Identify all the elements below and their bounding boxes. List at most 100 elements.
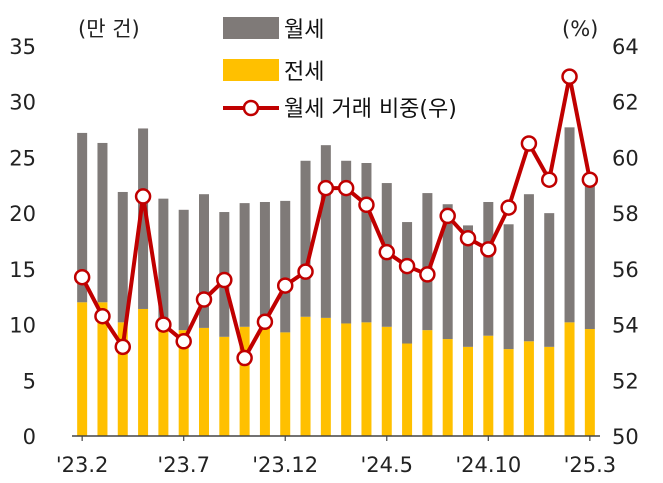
point-rent-share-3 (134, 188, 152, 205)
legend-swatch-monthly-rent (223, 17, 279, 39)
point-rent-share-0 (73, 268, 91, 286)
bar-jeonse-9 (259, 326, 270, 436)
bar-monthly-rent-13 (341, 160, 352, 324)
bar-monthly-rent-14 (361, 163, 372, 323)
point-rent-share-1 (94, 307, 111, 325)
bar-jeonse-7 (219, 336, 230, 436)
bar-jeonse-1 (97, 302, 108, 436)
point-rent-share-24 (561, 68, 578, 85)
bar-jeonse-11 (300, 316, 311, 436)
bar-jeonse-6 (199, 327, 209, 436)
point-rent-share-6 (195, 291, 213, 308)
x-tick-label: '25.3 (564, 453, 617, 477)
bar-monthly-rent-11 (300, 160, 311, 317)
right-tick-label: 50 (612, 425, 639, 449)
point-rent-share-5 (175, 333, 192, 350)
bar-jeonse-12 (320, 317, 331, 436)
ticks-layer: 0 5 10 15 20 25 30 35 50 52 54 56 58 60 62 64 '23.2 '23.7… (9, 35, 638, 477)
legend-item-rent-share: 월세 거래 비중(우) (223, 97, 457, 122)
bar-jeonse-10 (280, 332, 291, 436)
bar-monthly-rent-16 (402, 222, 413, 344)
right-tick-label: 52 (612, 369, 639, 393)
legend: 월세 전세 월세 거래 비중(우) (223, 17, 457, 122)
bar-jeonse-16 (402, 343, 413, 436)
left-tick-label: 0 (23, 425, 36, 449)
right-tick-label: 54 (612, 314, 639, 338)
left-axis-unit-label: (만 건) (78, 17, 140, 41)
bar-jeonse-22 (523, 341, 534, 436)
right-axis-unit-label: (%) (562, 17, 598, 41)
bar-monthly-rent-10 (280, 200, 291, 333)
bar-jeonse-8 (239, 326, 250, 436)
bar-monthly-rent-24 (564, 127, 575, 323)
x-tick-label: '24.10 (455, 453, 521, 477)
point-rent-share-21 (500, 199, 517, 216)
x-tick-label: '23.2 (56, 453, 109, 477)
axes-layer (72, 435, 600, 441)
bar-monthly-rent-18 (442, 204, 453, 340)
left-tick-label: 20 (9, 202, 36, 226)
point-rent-share-7 (216, 271, 233, 289)
bar-monthly-rent-4 (158, 198, 169, 331)
bar-jeonse-4 (158, 330, 169, 436)
point-rent-share-2 (114, 338, 132, 356)
bar-monthly-rent-6 (199, 194, 209, 328)
bar-monthly-rent-25 (584, 177, 595, 330)
right-tick-label: 64 (612, 35, 639, 59)
right-tick-label: 60 (612, 146, 639, 170)
legend-marker-rent-share (242, 99, 260, 117)
bar-jeonse-3 (138, 308, 149, 436)
right-tick-label: 56 (612, 258, 639, 282)
bar-monthly-rent-23 (544, 213, 555, 347)
legend-label-monthly-rent: 월세 (284, 18, 324, 43)
point-rent-share-17 (419, 266, 436, 283)
point-rent-share-4 (155, 316, 172, 333)
left-tick-label: 25 (9, 146, 36, 170)
point-rent-share-22 (520, 135, 538, 152)
bar-monthly-rent-0 (77, 132, 88, 303)
left-tick-label: 30 (9, 91, 36, 115)
point-rent-share-14 (358, 196, 375, 214)
right-tick-label: 62 (612, 91, 639, 115)
x-tick-label: '23.7 (157, 453, 210, 477)
bar-monthly-rent-17 (422, 193, 433, 331)
point-rent-share-11 (297, 263, 314, 280)
point-rent-share-19 (459, 229, 477, 247)
line-layer (73, 68, 599, 367)
bar-jeonse-14 (361, 322, 372, 436)
bar-jeonse-24 (564, 322, 575, 436)
bar-jeonse-17 (422, 330, 433, 436)
point-rent-share-18 (439, 207, 456, 225)
bar-jeonse-21 (503, 349, 514, 436)
point-rent-share-25 (581, 171, 599, 188)
right-tick-label: 58 (612, 202, 639, 226)
x-tick-label: '23.12 (252, 453, 318, 477)
bar-monthly-rent-5 (178, 209, 189, 331)
bar-jeonse-15 (381, 326, 392, 436)
bar-monthly-rent-1 (97, 142, 108, 303)
bar-jeonse-2 (117, 322, 128, 436)
point-rent-share-15 (378, 243, 396, 261)
legend-label-rent-share: 월세 거래 비중(우) (284, 97, 457, 122)
point-rent-share-20 (480, 241, 497, 258)
bar-jeonse-25 (584, 329, 595, 436)
bar-jeonse-0 (77, 302, 88, 436)
bar-jeonse-23 (544, 346, 555, 436)
bar-monthly-rent-19 (463, 225, 473, 347)
bar-monthly-rent-9 (259, 202, 270, 327)
point-rent-share-16 (398, 257, 416, 275)
bar-jeonse-13 (341, 323, 352, 436)
left-tick-label: 5 (23, 369, 36, 393)
legend-item-monthly-rent: 월세 (223, 17, 324, 43)
point-rent-share-12 (317, 179, 335, 197)
bar-monthly-rent-20 (483, 202, 494, 336)
bar-monthly-rent-21 (503, 224, 514, 350)
bar-jeonse-18 (442, 339, 453, 436)
legend-swatch-jeonse (223, 59, 279, 81)
bar-monthly-rent-3 (138, 128, 149, 309)
x-tick-label: '24.5 (361, 453, 414, 477)
point-rent-share-8 (236, 349, 253, 367)
bar-jeonse-19 (463, 346, 473, 436)
bar-monthly-rent-12 (320, 145, 331, 318)
